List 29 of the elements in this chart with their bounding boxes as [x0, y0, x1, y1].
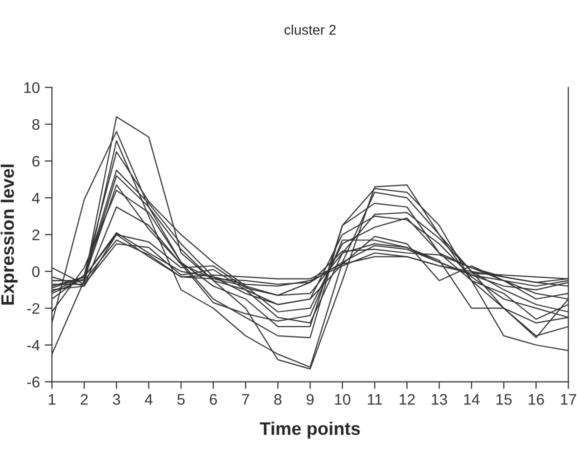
- y-tick-label: -4: [27, 340, 40, 351]
- chart-title: cluster 2: [284, 24, 336, 35]
- y-tick-label: 8: [32, 119, 40, 130]
- x-tick-label: 11: [368, 394, 382, 405]
- y-tick-label: -6: [27, 376, 40, 388]
- x-tick-label: 2: [80, 394, 88, 405]
- x-tick-label: 8: [274, 394, 282, 405]
- x-tick-label: 6: [210, 394, 217, 405]
- x-tick-label: 3: [112, 394, 120, 405]
- x-tick-label: 7: [242, 394, 250, 405]
- x-tick-label: 14: [464, 394, 480, 405]
- x-tick-label: 12: [400, 394, 415, 405]
- y-tick-label: 0: [32, 266, 40, 278]
- x-tick-label: 10: [335, 394, 350, 405]
- x-tick-label: 5: [177, 394, 185, 405]
- x-tick-label: 17: [561, 394, 576, 405]
- y-tick-label: 4: [32, 192, 40, 204]
- x-tick-label: 15: [496, 394, 512, 405]
- y-tick-label: -2: [27, 303, 40, 314]
- x-tick-label: 1: [48, 394, 56, 405]
- y-tick-label: 10: [24, 82, 40, 94]
- x-tick-label: 4: [144, 394, 153, 405]
- x-tick-label: 16: [528, 394, 544, 405]
- y-tick-label: 6: [32, 156, 40, 167]
- x-tick-label: 9: [306, 394, 314, 405]
- x-tick-label: 13: [432, 394, 448, 405]
- x-axis-title: Time points: [260, 422, 360, 439]
- y-tick-label: 2: [32, 229, 40, 240]
- y-axis-title: Expression level: [0, 164, 18, 305]
